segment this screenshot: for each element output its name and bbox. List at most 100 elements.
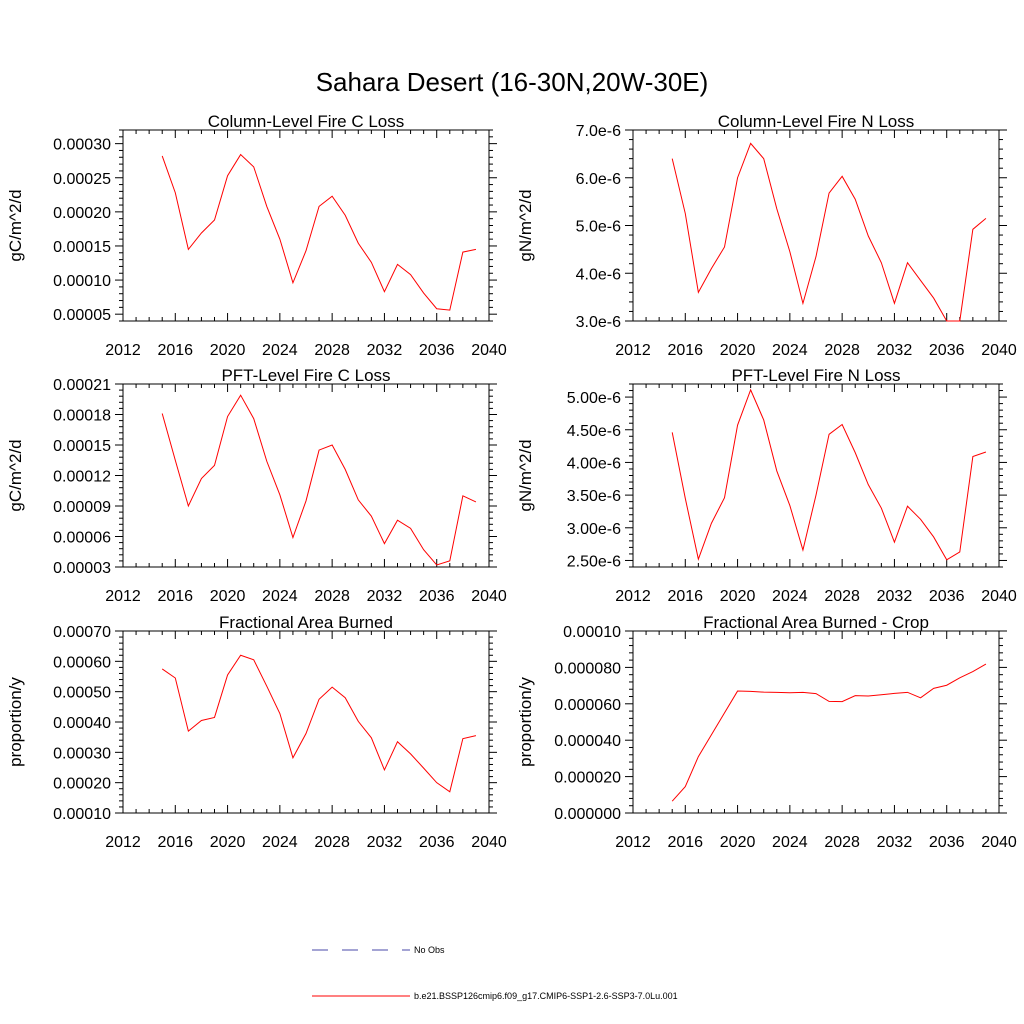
panel-fractional-area-burned: Fractional Area Burned 2012 2016 2020 2024 20… (6, 613, 507, 851)
x-tick-label: 2024 (262, 588, 298, 605)
x-tick-label: 2012 (615, 588, 651, 605)
x-tick-label: 2036 (419, 834, 455, 851)
x-tick-label: 2028 (824, 588, 860, 605)
x-tick-label: 2028 (824, 834, 860, 851)
x-tick-label: 2036 (929, 342, 965, 359)
panel-pft-fire-c-loss: PFT-Level Fire C Loss 2012 2016 2020 2024 202… (6, 366, 507, 605)
y-tick-label: 0.00009 (53, 499, 111, 516)
x-tick-label: 2024 (772, 588, 808, 605)
y-axis-label: gC/m^2/d (6, 189, 25, 261)
y-tick-label: 7.0e-6 (576, 123, 621, 140)
y-tick-label: 0.00010 (53, 806, 111, 823)
x-tick-label: 2032 (367, 834, 403, 851)
y-tick-label: 0.000020 (554, 770, 621, 787)
x-tick-label: 2028 (314, 834, 350, 851)
x-tick-label: 2040 (471, 342, 507, 359)
y-tick-label: 0.00021 (53, 377, 111, 394)
y-tick-label: 0.000000 (554, 806, 621, 823)
plot-frame (122, 129, 490, 322)
panel-column-fire-n-loss: Column-Level Fire N Loss 2012 2016 2020 2024… (516, 112, 1017, 359)
y-tick-label: 3.0e-6 (576, 314, 621, 331)
y-tick-label: 4.0e-6 (576, 266, 621, 283)
y-tick-label: 0.000080 (554, 660, 621, 677)
panel-title: Fractional Area Burned - Crop (703, 613, 929, 632)
y-axis-label: gC/m^2/d (6, 439, 25, 511)
x-tick-label: 2024 (772, 834, 808, 851)
series-line (671, 388, 987, 561)
y-tick-label: 0.000060 (554, 697, 621, 714)
y-tick-label: 0.00050 (53, 685, 111, 702)
x-tick-label: 2036 (929, 834, 965, 851)
y-tick-label: 4.00e-6 (567, 455, 621, 472)
x-tick-label: 2020 (720, 588, 756, 605)
y-tick-label: 0.00015 (53, 239, 111, 256)
y-axis-label: gN/m^2/d (516, 189, 535, 261)
y-tick-label: 0.00010 (563, 624, 621, 641)
panel-title: PFT-Level Fire N Loss (731, 366, 900, 385)
plot-frame (632, 383, 1000, 568)
y-tick-label: 0.00006 (53, 530, 111, 547)
x-tick-label: 2020 (720, 342, 756, 359)
y-tick-label: 5.0e-6 (576, 219, 621, 236)
x-tick-label: 2032 (877, 834, 913, 851)
x-tick-label: 2020 (210, 342, 246, 359)
y-tick-label: 0.00040 (53, 715, 111, 732)
y-axis-label: proportion/y (6, 677, 25, 767)
y-axis-label: gN/m^2/d (516, 439, 535, 511)
x-tick-label: 2028 (314, 342, 350, 359)
y-tick-label: 5.00e-6 (567, 390, 621, 407)
x-tick-label: 2012 (615, 342, 651, 359)
x-tick-label: 2024 (772, 342, 808, 359)
plot-frame (632, 630, 1000, 814)
x-tick-label: 2028 (314, 588, 350, 605)
y-tick-label: 0.00030 (53, 137, 111, 154)
x-tick-label: 2032 (877, 342, 913, 359)
x-tick-label: 2016 (667, 834, 703, 851)
x-tick-label: 2040 (471, 588, 507, 605)
plot-frame (122, 383, 490, 568)
x-tick-label: 2024 (262, 342, 298, 359)
y-tick-label: 0.000040 (554, 733, 621, 750)
legend: No Obs b.e21.BSSP126cmip6.f09_g17.CMIP6-… (312, 945, 678, 1001)
x-tick-label: 2040 (981, 342, 1017, 359)
x-tick-label: 2020 (210, 834, 246, 851)
x-tick-label: 2012 (105, 588, 141, 605)
x-tick-label: 2036 (419, 342, 455, 359)
y-tick-label: 0.00070 (53, 624, 111, 641)
panel-pft-fire-n-loss: PFT-Level Fire N Loss 2012 2016 2020 2024 202… (516, 366, 1017, 605)
x-tick-label: 2012 (105, 342, 141, 359)
y-tick-label: 3.00e-6 (567, 521, 621, 538)
x-tick-label: 2012 (615, 834, 651, 851)
y-tick-label: 0.00010 (53, 273, 111, 290)
panel-title: Column-Level Fire N Loss (718, 112, 915, 131)
x-tick-label: 2012 (105, 834, 141, 851)
plot-frame (122, 630, 490, 814)
plot-frame (632, 129, 1000, 322)
x-tick-label: 2016 (157, 588, 193, 605)
series-line (161, 394, 477, 566)
panel-column-fire-c-loss: Column-Level Fire C Loss 2012 2016 2020 2024… (6, 112, 507, 359)
x-tick-label: 2016 (667, 342, 703, 359)
x-tick-label: 2040 (981, 588, 1017, 605)
x-tick-label: 2032 (367, 342, 403, 359)
y-tick-label: 0.00020 (53, 776, 111, 793)
y-tick-label: 0.00025 (53, 171, 111, 188)
y-tick-label: 0.00018 (53, 408, 111, 425)
series-line (161, 654, 477, 793)
y-tick-label: 0.00030 (53, 745, 111, 762)
y-tick-label: 3.50e-6 (567, 488, 621, 505)
x-tick-label: 2032 (877, 588, 913, 605)
panel-title: PFT-Level Fire C Loss (221, 366, 390, 385)
x-tick-label: 2040 (981, 834, 1017, 851)
x-tick-label: 2020 (210, 588, 246, 605)
panel-fractional-area-burned-crop: Fractional Area Burned - Crop 2012 2016 202… (516, 613, 1017, 851)
series-line (671, 663, 987, 802)
x-tick-label: 2024 (262, 834, 298, 851)
x-tick-label: 2016 (157, 342, 193, 359)
main-title: Sahara Desert (16-30N,20W-30E) (316, 67, 709, 97)
series-line (161, 153, 477, 311)
y-tick-label: 4.50e-6 (567, 423, 621, 440)
y-tick-label: 0.00012 (53, 469, 111, 486)
panel-title: Fractional Area Burned (219, 613, 393, 632)
